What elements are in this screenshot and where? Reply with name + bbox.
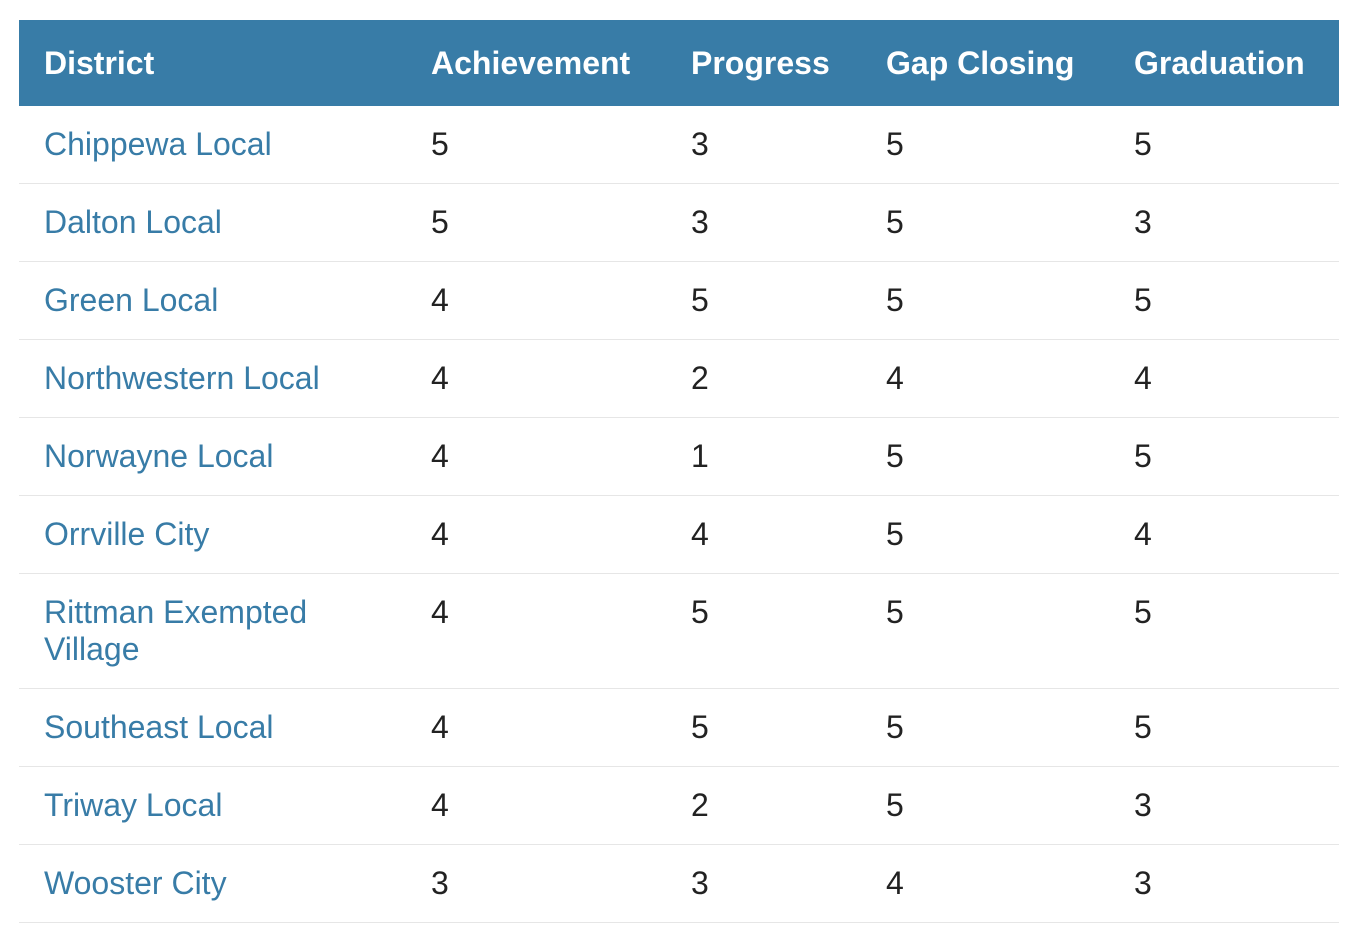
district-ratings-table-container: District Achievement Progress Gap Closin… (19, 20, 1339, 923)
gap-closing-value: 4 (861, 844, 1109, 923)
district-link[interactable]: Orrville City (19, 495, 406, 574)
table-row: Southeast Local 4 5 5 5 (19, 688, 1339, 767)
table-body: Chippewa Local 5 3 5 5 Dalton Local 5 3 5 3 Green … (19, 106, 1339, 923)
graduation-value: 5 (1109, 688, 1339, 767)
progress-value: 3 (666, 183, 861, 262)
progress-value: 5 (666, 688, 861, 767)
gap-closing-value: 5 (861, 183, 1109, 262)
progress-value: 5 (666, 261, 861, 340)
gap-closing-value: 5 (861, 766, 1109, 845)
table-row: Green Local 4 5 5 5 (19, 261, 1339, 340)
graduation-value: 5 (1109, 261, 1339, 340)
achievement-value: 3 (406, 844, 666, 923)
gap-closing-value: 4 (861, 339, 1109, 418)
gap-closing-value: 5 (861, 417, 1109, 496)
progress-value: 4 (666, 495, 861, 574)
district-ratings-table: District Achievement Progress Gap Closin… (19, 20, 1339, 923)
column-header-graduation[interactable]: Graduation (1134, 44, 1305, 81)
graduation-value: 5 (1109, 106, 1339, 184)
progress-value: 1 (666, 417, 861, 496)
achievement-value: 4 (406, 417, 666, 496)
table-row: Wooster City 3 3 4 3 (19, 844, 1339, 923)
graduation-value: 5 (1109, 417, 1339, 496)
achievement-value: 4 (406, 688, 666, 767)
graduation-value: 4 (1109, 495, 1339, 574)
achievement-value: 4 (406, 339, 666, 418)
district-link[interactable]: Rittman Exempted Village (19, 573, 406, 689)
table-row: Norwayne Local 4 1 5 5 (19, 417, 1339, 496)
achievement-value: 5 (406, 106, 666, 184)
achievement-value: 4 (406, 261, 666, 340)
progress-value: 5 (666, 573, 861, 689)
gap-closing-value: 5 (861, 573, 1109, 689)
achievement-value: 4 (406, 573, 666, 689)
district-link[interactable]: Triway Local (19, 766, 406, 845)
table-row: Rittman Exempted Village 4 5 5 5 (19, 573, 1339, 689)
progress-value: 2 (666, 339, 861, 418)
table-row: Dalton Local 5 3 5 3 (19, 183, 1339, 262)
graduation-value: 5 (1109, 573, 1339, 689)
table-row: Orrville City 4 4 5 4 (19, 495, 1339, 574)
achievement-value: 5 (406, 183, 666, 262)
gap-closing-value: 5 (861, 106, 1109, 184)
graduation-value: 3 (1109, 844, 1339, 923)
achievement-value: 4 (406, 495, 666, 574)
column-header-achievement[interactable]: Achievement (431, 44, 631, 81)
district-link[interactable]: Green Local (19, 261, 406, 340)
district-link[interactable]: Wooster City (19, 844, 406, 923)
achievement-value: 4 (406, 766, 666, 845)
progress-value: 2 (666, 766, 861, 845)
table-row: Triway Local 4 2 5 3 (19, 766, 1339, 845)
gap-closing-value: 5 (861, 495, 1109, 574)
district-link[interactable]: Norwayne Local (19, 417, 406, 496)
column-header-district[interactable]: District (44, 44, 155, 81)
table-header: District Achievement Progress Gap Closin… (19, 20, 1339, 106)
progress-value: 3 (666, 844, 861, 923)
district-link[interactable]: Northwestern Local (19, 339, 406, 418)
district-link[interactable]: Chippewa Local (19, 106, 406, 184)
district-link[interactable]: Dalton Local (19, 183, 406, 262)
table-row: Chippewa Local 5 3 5 5 (19, 106, 1339, 184)
header-row: District Achievement Progress Gap Closin… (19, 20, 1339, 106)
column-header-progress[interactable]: Progress (691, 44, 830, 81)
graduation-value: 4 (1109, 339, 1339, 418)
graduation-value: 3 (1109, 766, 1339, 845)
table-row: Northwestern Local 4 2 4 4 (19, 339, 1339, 418)
graduation-value: 3 (1109, 183, 1339, 262)
progress-value: 3 (666, 106, 861, 184)
column-header-gap-closing[interactable]: Gap Closing (886, 44, 1075, 81)
gap-closing-value: 5 (861, 688, 1109, 767)
gap-closing-value: 5 (861, 261, 1109, 340)
district-link[interactable]: Southeast Local (19, 688, 406, 767)
